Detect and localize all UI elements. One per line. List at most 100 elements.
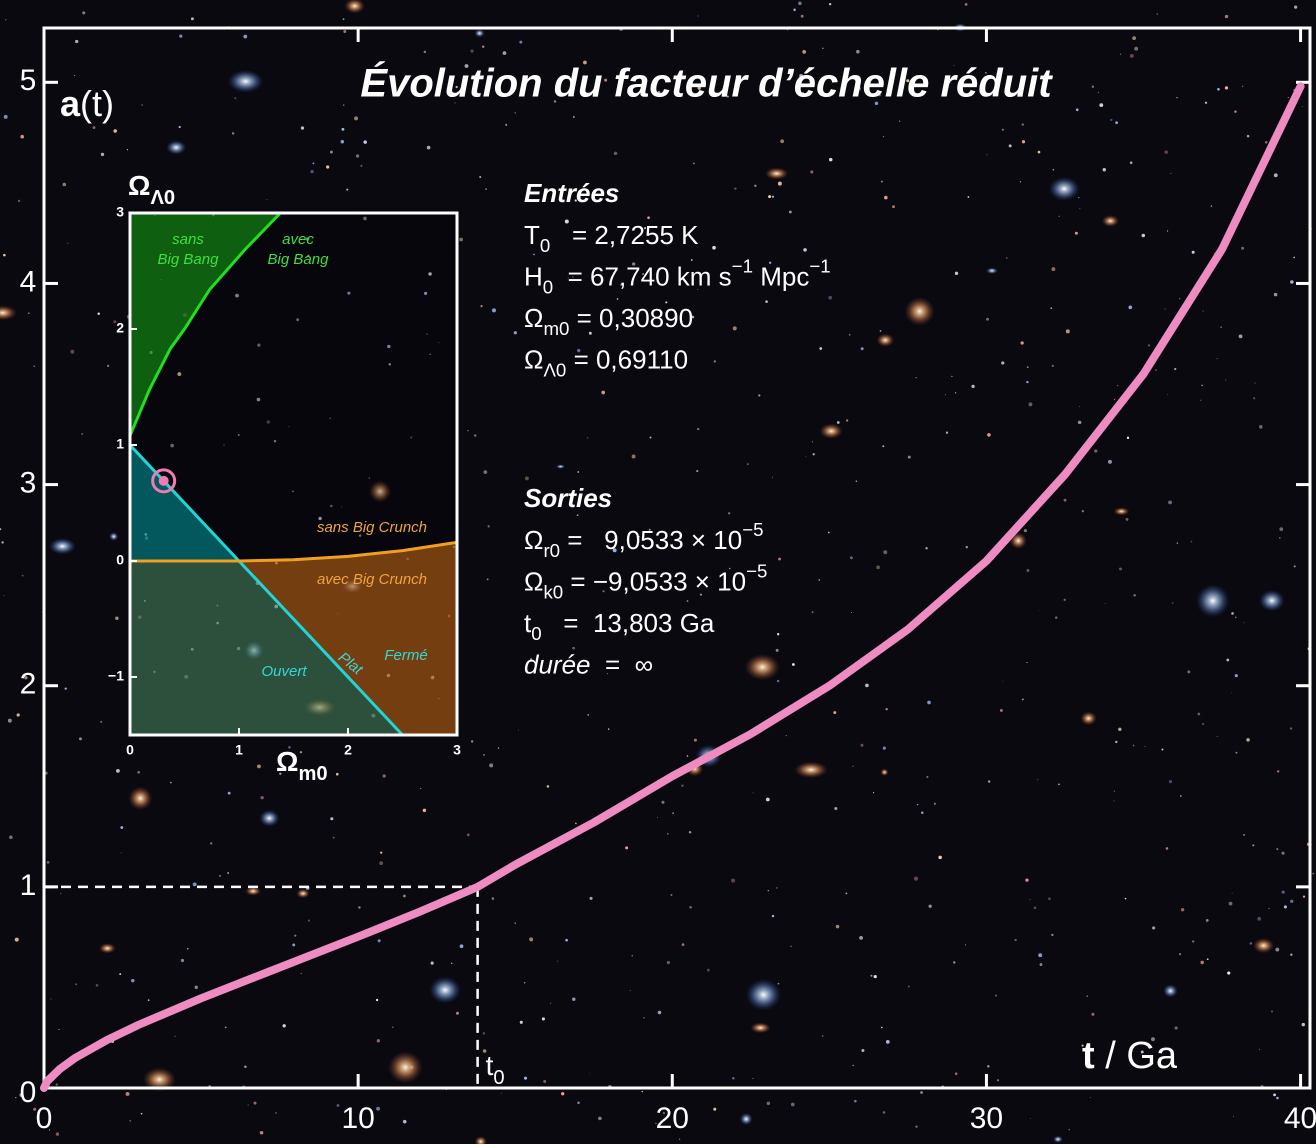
star xyxy=(482,46,484,48)
star xyxy=(113,129,117,133)
star xyxy=(925,547,927,549)
star xyxy=(1152,926,1155,929)
star xyxy=(598,1117,602,1121)
star xyxy=(747,463,749,465)
star xyxy=(850,556,853,559)
star xyxy=(915,1125,917,1127)
inset-x-tick-label: 1 xyxy=(235,742,243,758)
galaxy xyxy=(1053,1136,1063,1143)
star xyxy=(802,50,806,54)
star xyxy=(498,747,499,748)
galaxy xyxy=(259,810,279,827)
star xyxy=(326,165,329,168)
star xyxy=(1059,216,1060,217)
star xyxy=(1051,934,1053,936)
text-part: Ω xyxy=(524,303,543,333)
star xyxy=(1201,385,1203,387)
star xyxy=(485,188,486,189)
star xyxy=(1029,899,1030,900)
star xyxy=(988,780,990,782)
star xyxy=(1179,953,1181,955)
star xyxy=(343,18,345,20)
star xyxy=(955,272,958,275)
star xyxy=(431,962,434,965)
star xyxy=(193,882,197,886)
star xyxy=(51,999,52,1000)
star xyxy=(986,154,987,155)
star xyxy=(1231,612,1234,615)
star xyxy=(129,1120,130,1121)
star xyxy=(752,1078,753,1079)
text-part: = ∞ xyxy=(591,649,654,679)
star xyxy=(1273,1093,1276,1096)
star xyxy=(343,30,346,33)
star xyxy=(929,905,932,908)
galaxy xyxy=(1080,711,1096,725)
star xyxy=(733,326,737,330)
star xyxy=(227,872,229,874)
star xyxy=(542,1017,545,1020)
star xyxy=(561,1092,564,1095)
star xyxy=(658,1011,662,1015)
star xyxy=(283,1024,286,1027)
star xyxy=(1114,800,1115,801)
star xyxy=(1115,741,1117,743)
star xyxy=(682,943,685,946)
star xyxy=(874,975,877,978)
star xyxy=(471,740,473,742)
region-label: Big Bang xyxy=(268,251,330,268)
text-part: m0 xyxy=(298,763,327,785)
galaxy xyxy=(99,943,116,953)
star xyxy=(1168,500,1172,504)
star xyxy=(1259,425,1263,429)
star xyxy=(1225,379,1226,380)
star xyxy=(714,360,716,362)
galaxy xyxy=(765,167,789,179)
star xyxy=(1275,948,1279,952)
star xyxy=(360,165,362,167)
star xyxy=(1229,902,1233,906)
x-tick-label: 0 xyxy=(36,1102,53,1135)
text-part: = −9,0533 × 10 xyxy=(563,566,746,596)
star xyxy=(587,437,588,438)
star xyxy=(955,392,956,393)
star xyxy=(3,595,4,596)
star xyxy=(828,296,832,300)
galaxy xyxy=(166,140,186,154)
star xyxy=(805,456,806,457)
text-part: T xyxy=(524,220,540,250)
star xyxy=(1002,681,1003,682)
text-part: −5 xyxy=(746,561,767,582)
star xyxy=(1118,728,1121,731)
star xyxy=(1114,399,1115,400)
star xyxy=(836,925,839,928)
star xyxy=(921,811,924,814)
star xyxy=(916,377,917,378)
inset-y-tick-label: 3 xyxy=(116,204,124,220)
star xyxy=(801,15,804,18)
star xyxy=(1078,421,1082,425)
galaxy xyxy=(388,1051,423,1083)
star xyxy=(492,308,496,312)
x-axis-label: t / Ga xyxy=(1082,1035,1178,1077)
star xyxy=(1078,197,1079,198)
star xyxy=(1125,898,1127,900)
star xyxy=(79,737,82,740)
star xyxy=(777,633,779,635)
star xyxy=(758,394,760,396)
star xyxy=(1162,749,1164,751)
star xyxy=(778,182,782,186)
star xyxy=(772,196,774,198)
galaxy xyxy=(1114,507,1130,515)
star xyxy=(1284,905,1287,908)
star xyxy=(248,1104,249,1105)
star xyxy=(341,140,344,143)
star xyxy=(337,1104,340,1107)
star xyxy=(260,1131,264,1135)
star xyxy=(1191,541,1193,543)
star xyxy=(1110,119,1112,121)
star xyxy=(479,176,481,178)
text-part: Ω xyxy=(524,344,543,374)
star xyxy=(934,803,936,805)
star xyxy=(987,433,991,437)
